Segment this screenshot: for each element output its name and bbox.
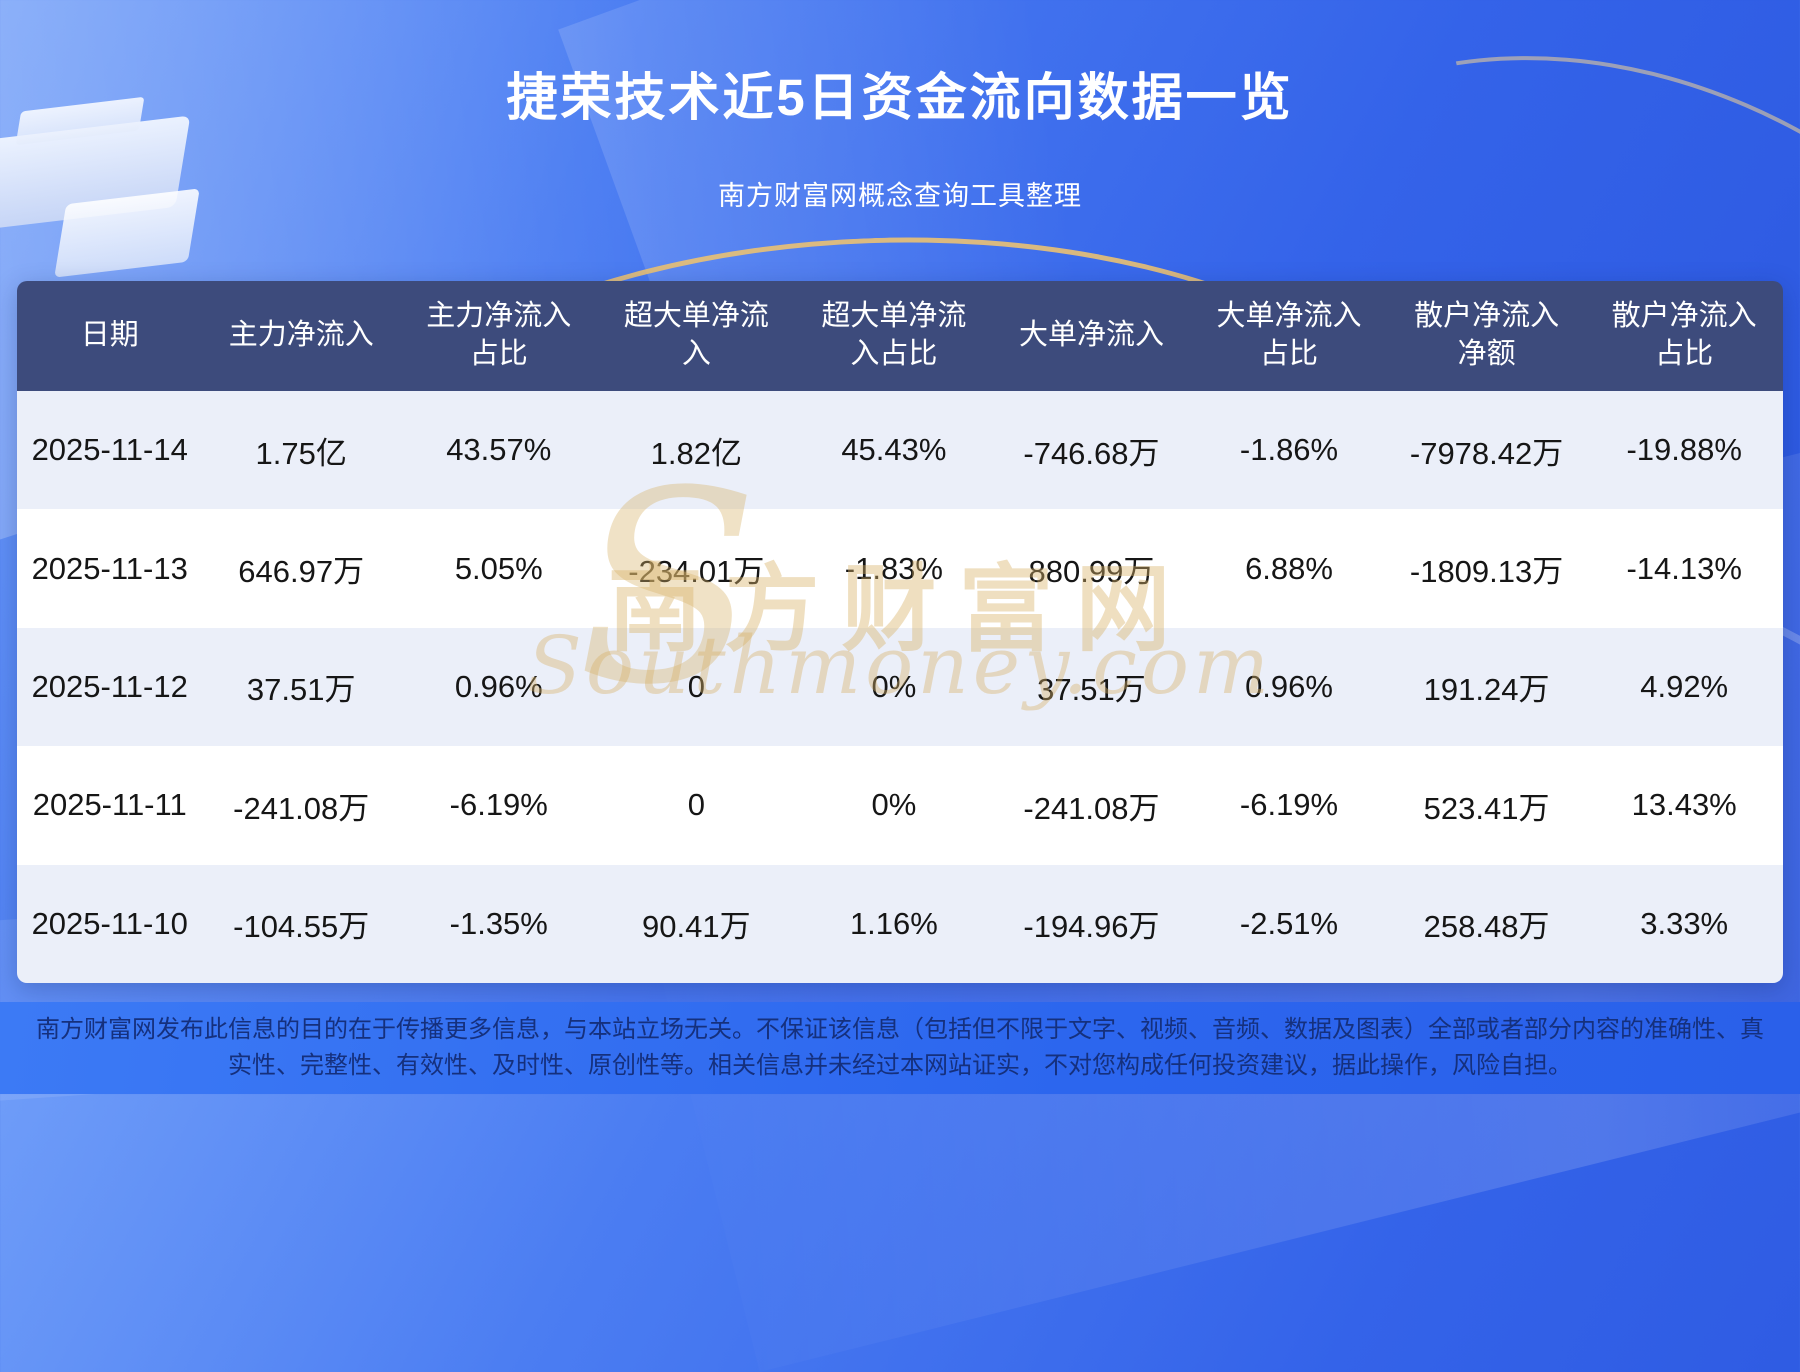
table-row: 2025-11-13 646.97万 5.05% -234.01万 -1.83% 880.… — [17, 509, 1783, 628]
table-header: 日期 主力净流入 主力净流入占比 超大单净流入 超大单净流入占比 大单净流入 大单净流入占比… — [17, 281, 1783, 391]
value-cell: -241.08万 — [992, 746, 1191, 865]
value-cell: 13.43% — [1585, 746, 1783, 865]
fund-flow-table-container: 日期 主力净流入 主力净流入占比 超大单净流入 超大单净流入占比 大单净流入 大单净流入占比… — [17, 281, 1783, 983]
value-cell: -241.08万 — [202, 746, 400, 865]
value-cell: -14.13% — [1585, 509, 1783, 628]
value-cell: 5.05% — [399, 509, 598, 628]
date-cell: 2025-11-12 — [17, 627, 203, 747]
value-cell: -6.19% — [1190, 746, 1388, 865]
value-cell: -19.88% — [1585, 391, 1783, 510]
table-row: 2025-11-14 1.75亿 43.57% 1.82亿 45.43% -746.68万… — [17, 391, 1783, 510]
value-cell: 90.41万 — [597, 864, 796, 983]
value-cell: 0 — [597, 746, 796, 865]
value-cell: -1809.13万 — [1387, 509, 1586, 628]
column-header: 主力净流入占比 — [399, 281, 598, 391]
value-cell: 37.51万 — [992, 627, 1191, 747]
page-subtitle: 南方财富网概念查询工具整理 — [718, 181, 1082, 211]
value-cell: 1.82亿 — [597, 391, 796, 510]
column-header: 超大单净流入 — [597, 281, 796, 391]
value-cell: 0 — [597, 627, 796, 747]
column-header: 散户净流入占比 — [1585, 281, 1783, 391]
value-cell: 880.99万 — [992, 509, 1191, 628]
value-cell: 0% — [795, 746, 993, 865]
table-row: 2025-11-12 37.51万 0.96% 0 0% 37.51万 0.96% 191.2… — [17, 627, 1783, 747]
value-cell: 523.41万 — [1387, 746, 1586, 865]
disclaimer-text: 南方财富网发布此信息的目的在于传播更多信息，与本站立场无关。不保证该信息（包括但… — [36, 1016, 1764, 1079]
header-row: 日期 主力净流入 主力净流入占比 超大单净流入 超大单净流入占比 大单净流入 大单净流入占比… — [17, 281, 1783, 391]
table-body: 2025-11-14 1.75亿 43.57% 1.82亿 45.43% -746.68万… — [17, 391, 1783, 983]
value-cell: 0.96% — [1190, 627, 1388, 747]
value-cell: -1.86% — [1190, 391, 1388, 510]
table-row: 2025-11-11 -241.08万 -6.19% 0 0% -241.08万 -6.19… — [17, 746, 1783, 865]
value-cell: 1.16% — [795, 864, 993, 983]
value-cell: -1.83% — [795, 509, 993, 628]
value-cell: -7978.42万 — [1387, 391, 1586, 510]
table-row: 2025-11-10 -104.55万 -1.35% 90.41万 1.16% -194.… — [17, 864, 1783, 983]
disclaimer-bar: 南方财富网发布此信息的目的在于传播更多信息，与本站立场无关。不保证该信息（包括但… — [0, 1002, 1800, 1094]
value-cell: 0% — [795, 627, 993, 747]
column-header: 大单净流入 — [992, 281, 1191, 391]
value-cell: 191.24万 — [1387, 627, 1586, 747]
column-header: 散户净流入净额 — [1387, 281, 1586, 391]
date-cell: 2025-11-13 — [17, 509, 203, 628]
value-cell: -746.68万 — [992, 391, 1191, 510]
date-cell: 2025-11-10 — [17, 864, 203, 983]
column-header: 日期 — [17, 281, 203, 391]
value-cell: 43.57% — [399, 391, 598, 510]
page-title: 捷荣技术近5日资金流向数据一览 — [506, 69, 1294, 126]
value-cell: -6.19% — [399, 746, 598, 865]
date-cell: 2025-11-14 — [17, 391, 203, 510]
value-cell: 3.33% — [1585, 864, 1783, 983]
value-cell: 37.51万 — [202, 627, 400, 747]
fund-flow-table: 日期 主力净流入 主力净流入占比 超大单净流入 超大单净流入占比 大单净流入 大单净流入占比… — [17, 281, 1783, 983]
column-header: 主力净流入 — [202, 281, 400, 391]
value-cell: 258.48万 — [1387, 864, 1586, 983]
value-cell: 646.97万 — [202, 509, 400, 628]
value-cell: -1.35% — [399, 864, 598, 983]
column-header: 超大单净流入占比 — [795, 281, 993, 391]
value-cell: 1.75亿 — [202, 391, 400, 510]
value-cell: 4.92% — [1585, 627, 1783, 747]
date-cell: 2025-11-11 — [17, 746, 203, 865]
value-cell: -2.51% — [1190, 864, 1388, 983]
value-cell: 45.43% — [795, 391, 993, 510]
value-cell: -194.96万 — [992, 864, 1191, 983]
column-header: 大单净流入占比 — [1190, 281, 1388, 391]
value-cell: -104.55万 — [202, 864, 400, 983]
value-cell: 0.96% — [399, 627, 598, 747]
value-cell: 6.88% — [1190, 509, 1388, 628]
value-cell: -234.01万 — [597, 509, 796, 628]
